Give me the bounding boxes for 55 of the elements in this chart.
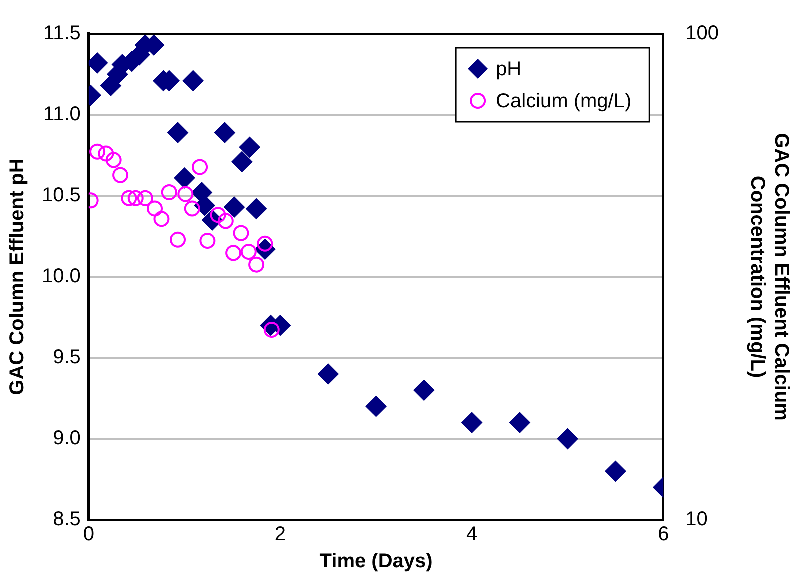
point — [366, 396, 387, 418]
point — [154, 211, 170, 228]
point — [168, 122, 189, 144]
point — [605, 460, 626, 482]
point — [121, 190, 138, 206]
point — [233, 225, 250, 242]
y2-tick-label: 100 — [686, 22, 720, 45]
point — [214, 122, 236, 144]
x-tick-label: 4 — [466, 524, 478, 546]
point — [509, 412, 530, 434]
point — [557, 428, 578, 450]
point — [226, 245, 242, 262]
point — [248, 256, 265, 273]
y-tick-label: 11.0 — [43, 104, 81, 126]
point — [318, 364, 339, 385]
point — [239, 136, 260, 158]
point — [170, 232, 186, 248]
y2-axis-title: GAC Column Effluent Calcium Concentration (mg/L) — [746, 133, 792, 421]
point — [106, 152, 122, 168]
legend-label: pH — [496, 58, 522, 81]
y-axis-title: GAC Column Effluent pH — [6, 158, 29, 396]
point — [224, 196, 246, 218]
point — [232, 151, 253, 172]
point — [98, 146, 114, 162]
x-axis-title: Time (Days) — [320, 550, 433, 573]
point — [161, 184, 178, 200]
point — [200, 233, 216, 250]
point — [414, 380, 435, 401]
point — [218, 213, 234, 230]
point — [246, 198, 268, 220]
y-tick-label: 8.5 — [53, 508, 81, 531]
point — [178, 186, 194, 202]
point — [182, 70, 204, 92]
point — [90, 144, 106, 160]
point — [462, 412, 483, 434]
point — [174, 168, 196, 189]
point — [88, 52, 108, 74]
point — [192, 159, 208, 176]
y-tick-label: 11.5 — [43, 22, 81, 45]
y-tick-label: 9.0 — [53, 428, 81, 450]
y-tick-label: 10.0 — [42, 266, 81, 288]
x-tick-label: 2 — [274, 524, 286, 546]
point — [184, 200, 200, 217]
y-tick-label: 10.5 — [42, 184, 81, 207]
point — [128, 190, 144, 206]
y-tick-label: 9.5 — [53, 346, 81, 369]
point — [112, 167, 129, 184]
x-tick-label: 6 — [658, 524, 670, 546]
point — [147, 200, 164, 217]
y2-tick-label: 10 — [686, 508, 708, 531]
legend-label: Calcium (mg/L) — [496, 90, 632, 113]
point — [264, 322, 280, 338]
point — [240, 244, 257, 260]
x-tick-label: 0 — [83, 524, 94, 546]
point — [137, 190, 154, 206]
